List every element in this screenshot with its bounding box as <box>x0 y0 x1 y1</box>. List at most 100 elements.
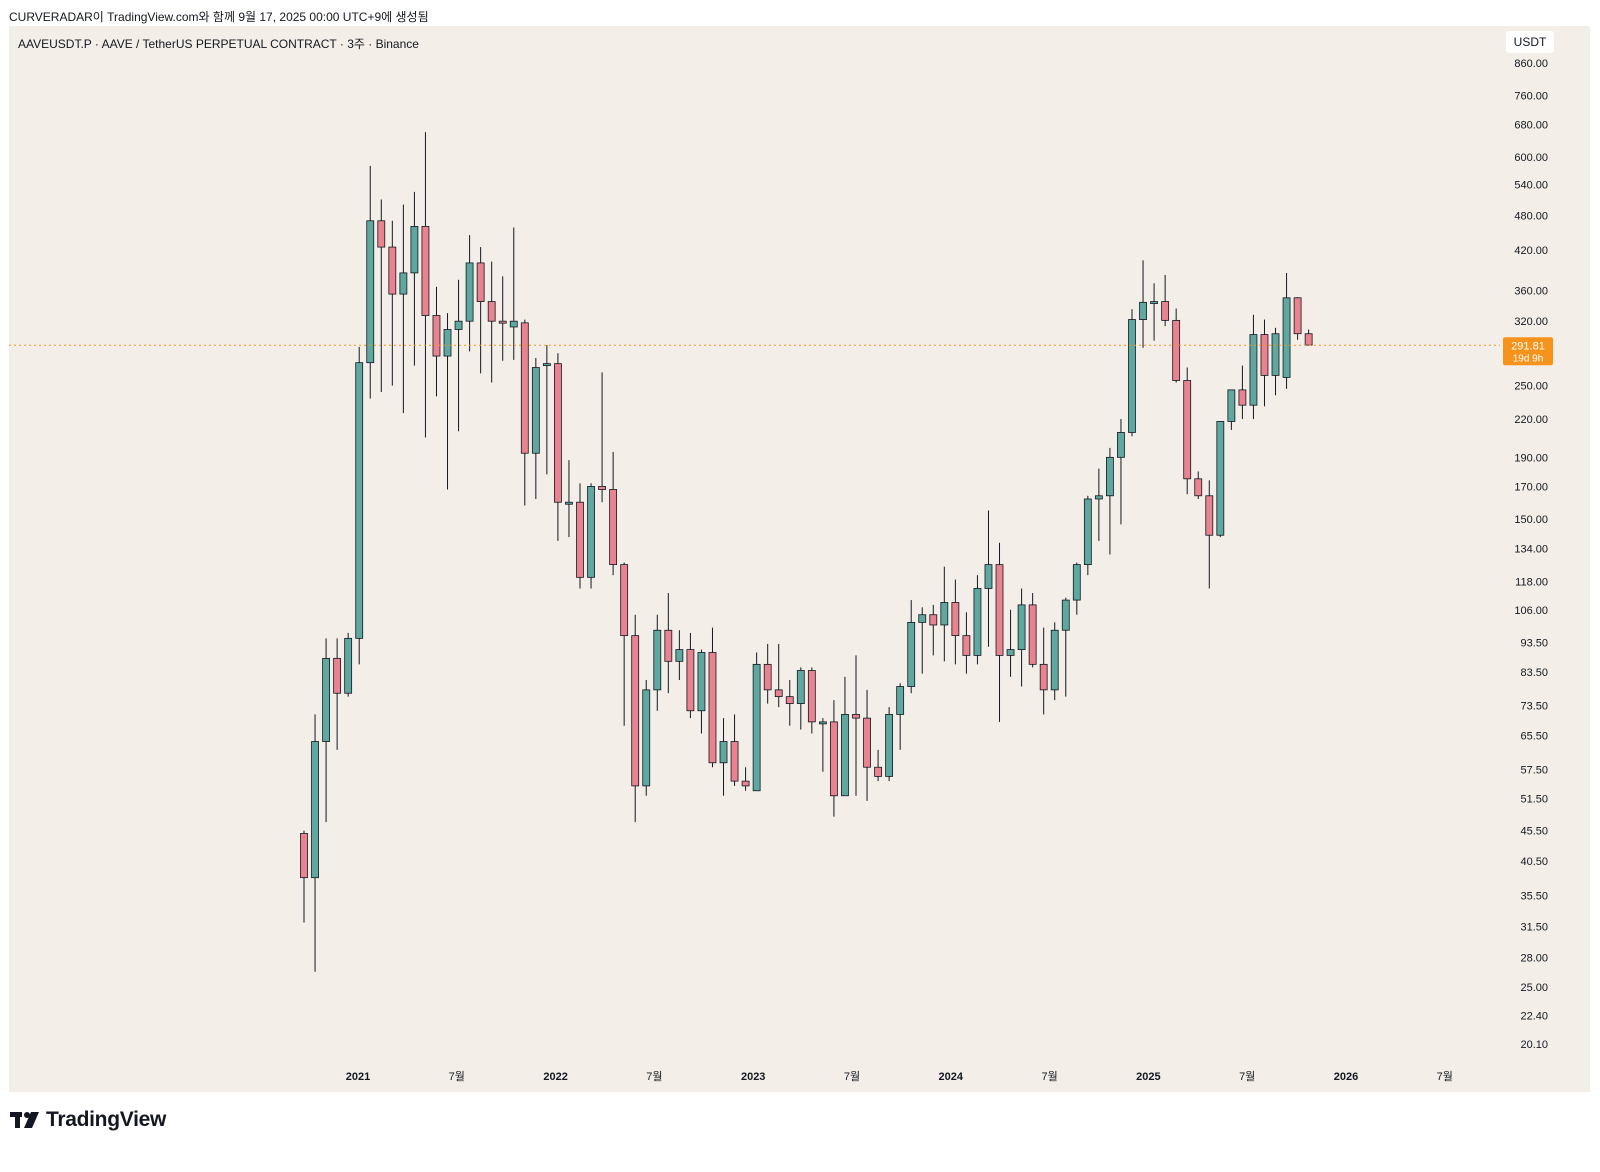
candle-body <box>355 362 364 639</box>
candle-body <box>377 220 386 248</box>
candle-body <box>852 714 860 719</box>
candle-body <box>1205 495 1214 536</box>
candle <box>1183 367 1192 495</box>
y-tick-label: 170.00 <box>1514 481 1548 493</box>
candle <box>576 483 584 589</box>
candle <box>377 199 386 393</box>
candle <box>1205 480 1214 589</box>
candle-body <box>1194 478 1203 497</box>
candle <box>863 689 871 801</box>
y-axis: 860.00 760.00 680.00 600.00 540.00 480.00 420.… <box>1514 58 1548 1051</box>
candle-body <box>542 363 551 367</box>
candle <box>554 353 562 541</box>
y-tick-label: 190.00 <box>1514 452 1548 464</box>
candle <box>1094 468 1103 541</box>
candle-body <box>498 320 507 324</box>
candle <box>388 220 397 386</box>
candle <box>1150 283 1158 341</box>
candle-body <box>1183 380 1192 480</box>
candle-body <box>454 320 463 330</box>
candle-body <box>509 320 518 328</box>
candle <box>1061 597 1070 697</box>
candle <box>664 593 673 694</box>
candle-body <box>1006 649 1015 656</box>
candle-body <box>1150 301 1158 304</box>
candles-layer <box>300 132 1313 972</box>
price-unit-badge[interactable]: USDT <box>1506 31 1554 53</box>
candle-body <box>741 780 750 787</box>
chart-header-caption: CURVERADAR이 TradingView.com와 함께 9월 17, 2… <box>9 10 429 24</box>
candle-body <box>752 663 761 792</box>
candle <box>852 655 860 796</box>
candle <box>675 630 684 681</box>
y-tick-label: 28.00 <box>1520 952 1548 964</box>
candle <box>1039 627 1048 715</box>
x-tick-label: 2022 <box>543 1071 567 1083</box>
candle <box>708 627 717 768</box>
candle-body <box>1094 495 1103 500</box>
candle-body <box>1117 432 1125 458</box>
candle <box>1293 297 1302 340</box>
candle-body <box>421 226 430 316</box>
candle <box>796 667 805 730</box>
candle-body <box>995 564 1004 656</box>
candle <box>1172 308 1181 383</box>
y-tick-label: 860.00 <box>1514 58 1548 70</box>
candle-body <box>940 602 949 626</box>
y-tick-label: 360.00 <box>1514 285 1548 297</box>
x-tick-label: 2024 <box>939 1071 964 1083</box>
candle-body <box>465 262 474 322</box>
candle <box>995 542 1004 722</box>
candle-body <box>830 721 838 797</box>
candle-body <box>598 485 606 490</box>
candle <box>1006 609 1015 677</box>
candle <box>973 575 982 665</box>
y-tick-label: 150.00 <box>1514 514 1548 526</box>
candle-body <box>1238 389 1247 406</box>
candle <box>697 649 706 734</box>
candle-body <box>1161 301 1170 321</box>
symbol-title[interactable]: AAVEUSDT.P · AAVE / TetherUS PERPETUAL C… <box>18 37 419 51</box>
candle <box>807 667 816 734</box>
y-tick-label: 106.00 <box>1514 605 1548 617</box>
candle <box>730 714 739 786</box>
candle <box>951 579 960 665</box>
candle <box>929 604 938 656</box>
candle-body <box>1304 333 1313 346</box>
y-tick-label: 73.50 <box>1520 700 1548 712</box>
candle-body <box>1050 629 1059 691</box>
candle <box>774 643 783 708</box>
candle <box>1216 421 1225 538</box>
candle <box>1128 309 1136 437</box>
candle-body <box>322 657 330 742</box>
candle-body <box>1260 334 1269 376</box>
current-price-countdown: 19d 9h <box>1513 353 1544 364</box>
candle-body <box>973 588 982 656</box>
candle-body <box>609 489 618 566</box>
candle-body <box>664 629 673 662</box>
candle-body <box>476 262 485 302</box>
y-tick-label: 540.00 <box>1514 180 1548 192</box>
candle-body <box>1028 604 1037 665</box>
candle <box>531 357 540 499</box>
y-tick-label: 31.50 <box>1520 922 1548 934</box>
x-tick-label: 7월 <box>1041 1070 1057 1083</box>
candle-body <box>311 741 319 879</box>
candle-body <box>1271 333 1280 376</box>
candle-body <box>863 717 871 768</box>
candle <box>366 165 375 399</box>
y-tick-label: 760.00 <box>1514 90 1548 102</box>
candle-body <box>443 329 452 357</box>
y-tick-label: 420.00 <box>1514 245 1548 257</box>
candle <box>1282 272 1291 389</box>
candle <box>410 191 419 366</box>
candle-body <box>818 721 827 725</box>
candle-body <box>1227 389 1236 422</box>
candle-body <box>929 614 938 626</box>
candle <box>874 749 882 782</box>
chart-area[interactable] <box>9 26 1590 1092</box>
tradingview-logo[interactable]: TradingView <box>10 1108 166 1132</box>
candle <box>984 510 993 647</box>
candle <box>509 227 518 360</box>
